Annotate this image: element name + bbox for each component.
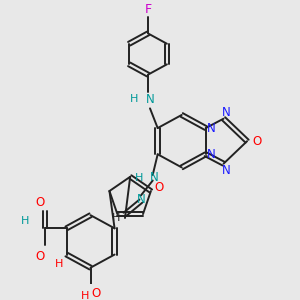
Text: O: O: [35, 250, 44, 263]
Text: N: N: [207, 148, 216, 161]
Text: H: H: [135, 173, 143, 183]
Text: H: H: [54, 259, 63, 269]
Text: N: N: [222, 106, 231, 118]
Text: O: O: [92, 287, 101, 300]
Text: O: O: [35, 196, 44, 208]
Text: H: H: [21, 216, 29, 226]
Text: N: N: [150, 171, 159, 184]
Text: N: N: [136, 193, 145, 206]
Text: N: N: [222, 164, 231, 177]
Text: O: O: [154, 181, 164, 194]
Text: N: N: [146, 92, 154, 106]
Text: H: H: [80, 291, 89, 300]
Text: F: F: [145, 3, 152, 16]
Text: H: H: [112, 213, 120, 223]
Text: H: H: [130, 94, 138, 104]
Text: O: O: [252, 135, 262, 148]
Text: N: N: [207, 122, 216, 135]
